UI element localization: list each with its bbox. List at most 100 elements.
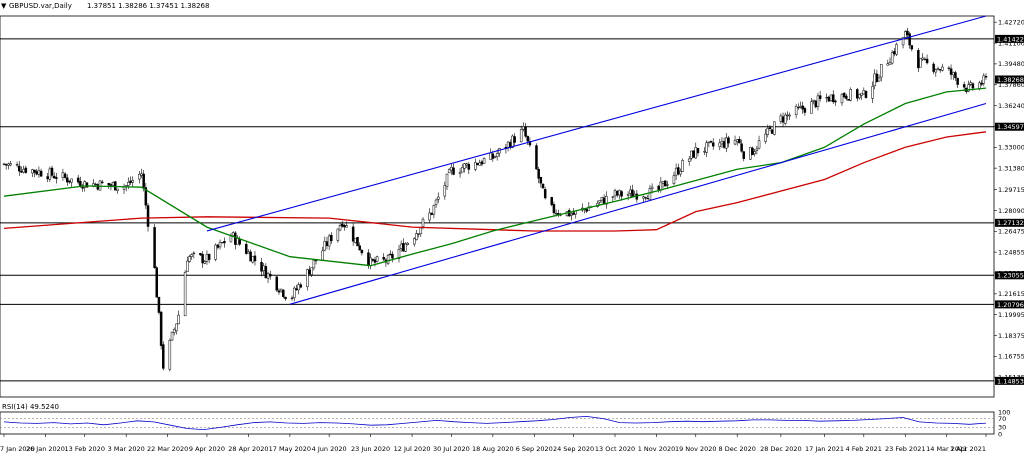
candle — [831, 90, 835, 105]
level-price-label: 1.20796 — [997, 301, 1024, 309]
candle — [672, 171, 676, 186]
candle — [397, 245, 401, 263]
candle — [190, 253, 193, 260]
candle — [98, 180, 102, 191]
candle — [358, 242, 361, 251]
candle — [443, 181, 447, 200]
candle — [214, 243, 217, 262]
date-tick-label: 24 Sep 2020 — [553, 445, 594, 453]
candle — [541, 183, 545, 189]
candle — [755, 145, 759, 155]
candle — [550, 196, 553, 207]
date-tick-label: 23 Feb 2021 — [885, 445, 925, 453]
candle — [415, 229, 418, 241]
candle — [474, 158, 477, 172]
candle — [186, 256, 189, 272]
price-tick-label: 1.19995 — [998, 311, 1024, 319]
dropdown-arrow-icon[interactable]: ▼ — [1, 2, 7, 10]
candle — [114, 181, 117, 191]
level-price-box — [995, 122, 1024, 131]
candle — [299, 282, 303, 289]
candle — [742, 150, 746, 162]
candle — [360, 249, 364, 256]
candle — [138, 171, 141, 184]
level-price-box — [995, 218, 1024, 227]
candle — [277, 288, 281, 295]
candle — [463, 163, 466, 173]
candle — [733, 135, 737, 146]
candle — [24, 165, 28, 174]
candle — [292, 286, 296, 302]
candle — [842, 92, 846, 99]
candle — [177, 310, 180, 325]
candle — [345, 221, 348, 228]
candle — [63, 172, 67, 180]
candle — [906, 27, 909, 39]
candle — [85, 182, 89, 188]
candle — [175, 323, 178, 335]
date-tick-label: 19 Nov 2020 — [675, 445, 717, 453]
level-price-label: 1.23055 — [997, 272, 1024, 280]
date-tick-label: 4 Jun 2020 — [312, 445, 347, 453]
candle — [794, 103, 798, 119]
price-tick-label: 1.24855 — [998, 248, 1024, 256]
channel-upper-line[interactable] — [206, 15, 987, 232]
candle — [203, 259, 207, 265]
candle — [849, 87, 852, 102]
candle — [845, 93, 848, 101]
candle — [445, 173, 449, 190]
date-tick-label: 28 Dec 2020 — [760, 445, 802, 453]
candle — [740, 139, 743, 153]
candle — [282, 289, 285, 299]
candle — [941, 63, 944, 72]
date-tick-label: 6 Sep 2020 — [516, 445, 553, 453]
candle — [513, 133, 516, 147]
candle — [244, 241, 248, 255]
candle — [434, 198, 438, 208]
candle — [954, 70, 957, 82]
candle — [447, 168, 451, 174]
level-price-box — [995, 376, 1024, 385]
candle — [336, 228, 340, 243]
candle — [66, 174, 69, 186]
candle — [814, 100, 818, 109]
date-tick-label: 14 Mar 2021 — [926, 445, 967, 453]
candle — [131, 176, 135, 187]
candle — [687, 155, 691, 166]
candle — [55, 172, 58, 184]
candle — [52, 172, 56, 179]
candle — [727, 135, 730, 148]
chart-header: ▼ GBPUSD.var,Daily 1.37851 1.38286 1.374… — [1, 2, 209, 10]
candle — [461, 163, 464, 173]
rsi-tick-label: 30 — [998, 424, 1006, 432]
channel-lower-line[interactable] — [289, 102, 987, 305]
date-tick-label: 13 Oct 2020 — [595, 445, 635, 453]
candle — [681, 158, 684, 172]
date-tick-label: 3 Mar 2020 — [108, 445, 145, 453]
current-price-box — [995, 75, 1024, 84]
candles — [2, 27, 988, 372]
candle — [15, 161, 19, 168]
candle — [663, 180, 667, 187]
candle — [404, 242, 407, 253]
rsi-label: RSI(14) 49.5240 — [2, 403, 59, 411]
candle — [587, 201, 591, 211]
price-tick-label: 1.31380 — [998, 164, 1024, 172]
candle — [677, 163, 680, 176]
candle — [264, 263, 268, 279]
candle — [847, 99, 850, 101]
candle — [310, 267, 313, 278]
candle — [432, 204, 436, 219]
candle — [9, 161, 12, 167]
candle — [39, 168, 43, 177]
candle — [351, 223, 355, 246]
candle — [159, 310, 163, 350]
candle — [330, 232, 333, 244]
date-tick-label: 4 Feb 2021 — [846, 445, 882, 453]
candle — [391, 251, 394, 263]
candle — [192, 251, 196, 259]
